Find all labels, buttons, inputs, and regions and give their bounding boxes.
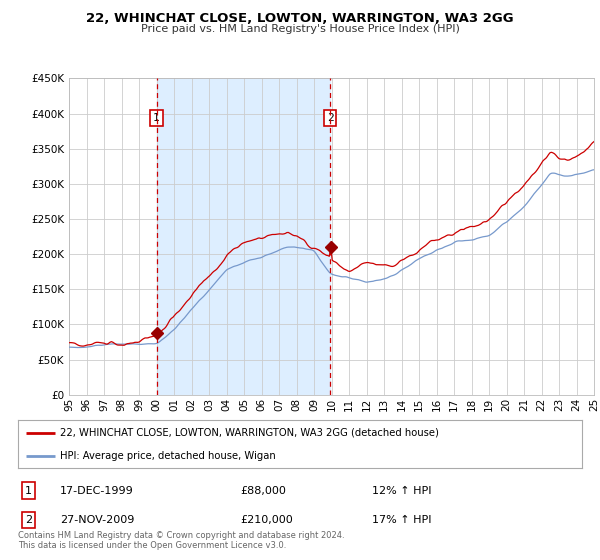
Text: 2: 2 bbox=[327, 113, 334, 123]
Text: 22, WHINCHAT CLOSE, LOWTON, WARRINGTON, WA3 2GG (detached house): 22, WHINCHAT CLOSE, LOWTON, WARRINGTON, … bbox=[60, 428, 439, 438]
Text: 12% ↑ HPI: 12% ↑ HPI bbox=[372, 486, 431, 496]
Text: HPI: Average price, detached house, Wigan: HPI: Average price, detached house, Wiga… bbox=[60, 451, 276, 461]
Text: 2: 2 bbox=[25, 515, 32, 525]
Text: 17% ↑ HPI: 17% ↑ HPI bbox=[372, 515, 431, 525]
Text: £88,000: £88,000 bbox=[240, 486, 286, 496]
Text: 1: 1 bbox=[153, 113, 160, 123]
Text: 1: 1 bbox=[25, 486, 32, 496]
Text: Price paid vs. HM Land Registry's House Price Index (HPI): Price paid vs. HM Land Registry's House … bbox=[140, 24, 460, 34]
Text: Contains HM Land Registry data © Crown copyright and database right 2024.
This d: Contains HM Land Registry data © Crown c… bbox=[18, 530, 344, 550]
Text: 17-DEC-1999: 17-DEC-1999 bbox=[60, 486, 134, 496]
Bar bbox=[157, 78, 330, 395]
Text: 27-NOV-2009: 27-NOV-2009 bbox=[60, 515, 134, 525]
Text: £210,000: £210,000 bbox=[240, 515, 293, 525]
Text: 22, WHINCHAT CLOSE, LOWTON, WARRINGTON, WA3 2GG: 22, WHINCHAT CLOSE, LOWTON, WARRINGTON, … bbox=[86, 12, 514, 25]
